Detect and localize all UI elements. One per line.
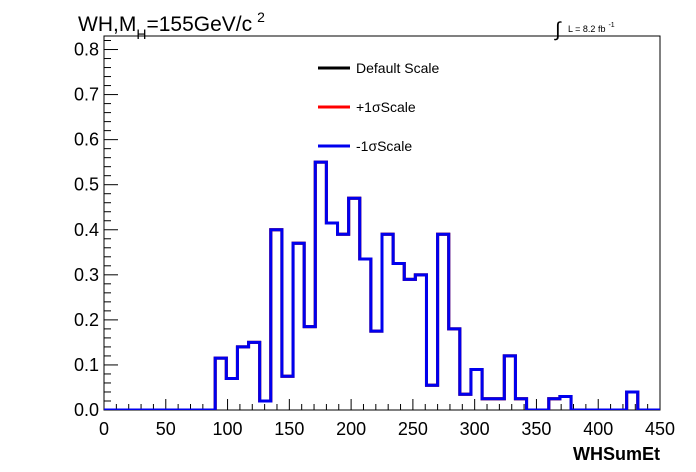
- x-tick-label: 200: [336, 419, 366, 439]
- y-axis: 0.0 0.1 0.2 0.3 0.4 0.5 0.6 0.7 0.8: [74, 40, 118, 420]
- integral-icon: ∫: [554, 19, 562, 41]
- series-layer: [104, 160, 660, 410]
- x-tick-label: 250: [398, 419, 428, 439]
- title-superscript: 2: [257, 9, 265, 25]
- x-tick-label: 50: [156, 419, 176, 439]
- x-tick-label: 400: [583, 419, 613, 439]
- legend: Default Scale +1σScale -1σScale: [318, 60, 439, 154]
- x-tick-label: 350: [521, 419, 551, 439]
- y-tick-label: 0.3: [74, 265, 99, 285]
- y-tick-label: 0.6: [74, 130, 99, 150]
- x-axis: 0 50 100 150 200 250 300 350 400 450: [99, 399, 675, 439]
- y-tick-label: 0.5: [74, 175, 99, 195]
- luminosity-text: L = 8.2 fb: [568, 24, 605, 34]
- y-tick-label: 0.8: [74, 40, 99, 60]
- x-tick-label: 450: [645, 419, 675, 439]
- svg-text:WH,MH=155GeV/c2: WH,MH=155GeV/c 2: [78, 9, 265, 42]
- x-tick-label: 150: [274, 419, 304, 439]
- title-tail: =155GeV/c: [146, 13, 252, 36]
- y-tick-label: 0.2: [74, 310, 99, 330]
- x-tick-label: 100: [213, 419, 243, 439]
- legend-label: -1σScale: [356, 138, 412, 154]
- legend-label: Default Scale: [356, 60, 439, 76]
- legend-label: +1σScale: [356, 99, 416, 115]
- series-line-2: [104, 160, 660, 410]
- y-tick-label: 0.0: [74, 400, 99, 420]
- luminosity-label: ∫ L = 8.2 fb -1: [554, 19, 615, 41]
- svg-text:L = 8.2 fb-1: L = 8.2 fb -1: [568, 22, 615, 34]
- chart-title: WH,MH=155GeV/c 2: [78, 9, 265, 42]
- y-tick-label: 0.7: [74, 85, 99, 105]
- title-main: WH,M: [78, 13, 136, 36]
- y-tick-label: 0.1: [74, 355, 99, 375]
- x-axis-label: WHSumEt: [573, 444, 660, 464]
- luminosity-superscript: -1: [608, 22, 614, 29]
- title-subscript: H: [136, 26, 146, 42]
- plot-frame: [103, 35, 661, 411]
- x-tick-label: 300: [460, 419, 490, 439]
- y-tick-label: 0.4: [74, 220, 99, 240]
- x-tick-label: 0: [99, 419, 109, 439]
